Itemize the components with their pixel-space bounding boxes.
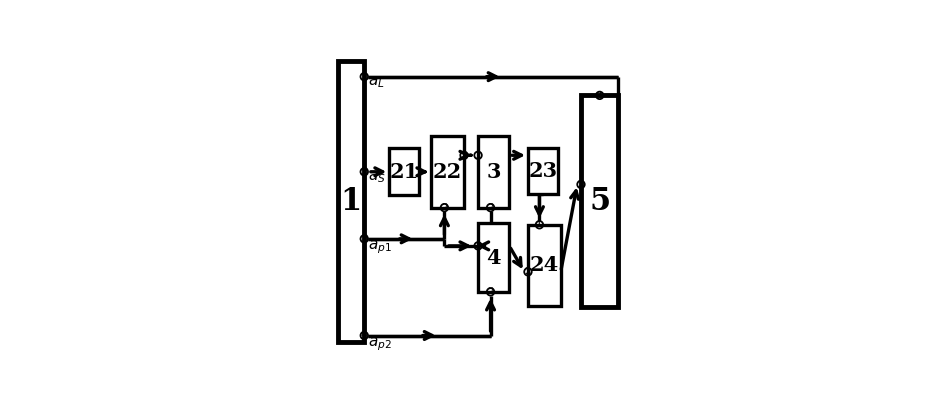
Text: 1: 1 xyxy=(340,186,362,217)
Text: 21: 21 xyxy=(389,162,418,182)
Text: 2: 2 xyxy=(361,167,367,176)
Text: 3: 3 xyxy=(361,234,367,243)
Text: $a_{p2}$: $a_{p2}$ xyxy=(367,335,392,353)
Text: 2: 2 xyxy=(577,180,583,189)
Text: 2: 2 xyxy=(441,203,447,212)
Text: 4: 4 xyxy=(361,331,367,340)
FancyBboxPatch shape xyxy=(478,223,509,292)
Text: 3: 3 xyxy=(486,162,500,182)
Text: 1: 1 xyxy=(474,151,480,160)
Text: 1: 1 xyxy=(535,220,542,229)
Text: 5: 5 xyxy=(588,186,610,217)
FancyBboxPatch shape xyxy=(430,136,464,208)
Text: 1: 1 xyxy=(596,91,602,100)
FancyBboxPatch shape xyxy=(581,96,617,307)
Text: 22: 22 xyxy=(432,162,462,182)
FancyBboxPatch shape xyxy=(337,61,363,342)
Text: 1: 1 xyxy=(474,241,480,250)
Text: $a_{p1}$: $a_{p1}$ xyxy=(367,239,392,256)
Text: $a_S$: $a_S$ xyxy=(367,170,385,185)
FancyBboxPatch shape xyxy=(528,148,557,194)
FancyBboxPatch shape xyxy=(389,148,418,195)
Text: $a_L$: $a_L$ xyxy=(367,75,384,90)
FancyBboxPatch shape xyxy=(528,225,560,306)
Text: 4: 4 xyxy=(486,247,500,268)
Text: 24: 24 xyxy=(530,255,559,275)
Text: 2: 2 xyxy=(487,203,494,212)
Text: 1: 1 xyxy=(361,72,367,81)
FancyBboxPatch shape xyxy=(478,136,509,208)
Text: 23: 23 xyxy=(528,161,557,181)
Text: 1: 1 xyxy=(461,151,467,160)
Text: 2: 2 xyxy=(524,267,531,276)
Text: 2: 2 xyxy=(487,287,494,296)
